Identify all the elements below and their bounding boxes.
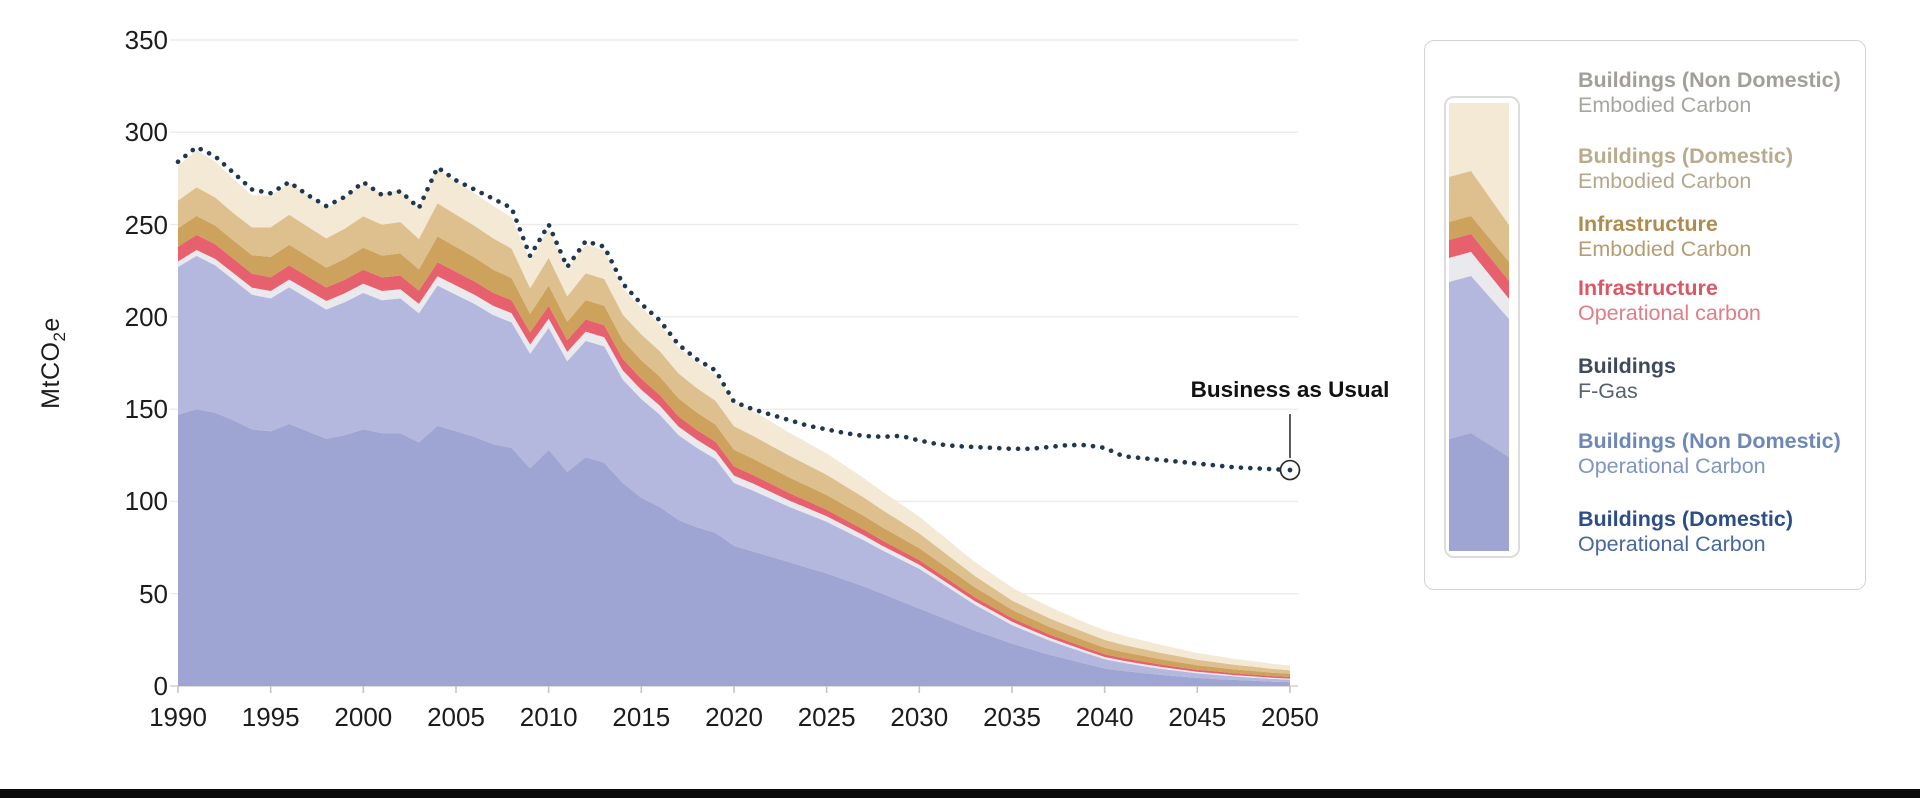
legend-entry-title: Buildings (Non Domestic) bbox=[1578, 429, 1841, 453]
legend-swatch-band-dom_emb bbox=[1449, 171, 1509, 262]
y-tick-label-300: 300 bbox=[124, 117, 168, 148]
y-axis-title-subscript: 2 bbox=[50, 331, 69, 342]
bau-annotation-label: Business as Usual bbox=[1190, 377, 1390, 402]
x-tick-label-1995: 1995 bbox=[241, 702, 300, 732]
y-tick-label-200: 200 bbox=[124, 301, 168, 332]
legend-entry-title: Infrastructure bbox=[1578, 276, 1718, 300]
legend-entry-infra_op: Infrastructure Operational carbon bbox=[1578, 276, 1878, 326]
x-tick-label-2050: 2050 bbox=[1261, 702, 1319, 732]
legend-entry-fgas: Buildings F-Gas bbox=[1578, 354, 1878, 404]
legend-entry-infra_emb: Infrastructure Embodied Carbon bbox=[1578, 212, 1878, 262]
area-nondom_emb bbox=[178, 150, 1290, 671]
y-tick-label-0: 0 bbox=[153, 671, 168, 701]
area-infra_op bbox=[178, 234, 1290, 679]
area-infra_emb bbox=[178, 215, 1290, 677]
x-tick-label-2040: 2040 bbox=[1075, 702, 1134, 732]
legend-entry-dom_emb: Buildings (Domestic) Embodied Carbon bbox=[1578, 144, 1878, 194]
legend-entry-title: Buildings bbox=[1578, 354, 1676, 378]
legend-swatch-graphic bbox=[1449, 103, 1509, 551]
x-tick-label-2025: 2025 bbox=[797, 702, 856, 732]
legend-swatch-band-infra_emb bbox=[1449, 216, 1509, 281]
legend-entry-sublabel: Embodied Carbon bbox=[1578, 237, 1752, 261]
x-tick-label-2045: 2045 bbox=[1168, 702, 1227, 732]
y-tick-label-350: 350 bbox=[124, 25, 168, 55]
legend-entry-nondom_emb: Buildings (Non Domestic) Embodied Carbon bbox=[1578, 68, 1878, 118]
y-axis-title-suffix: e bbox=[37, 317, 65, 332]
legend-swatch-band-nondom_op bbox=[1449, 276, 1509, 457]
area-nondom_op bbox=[178, 255, 1290, 683]
y-axis-title-prefix: MtCO bbox=[37, 341, 65, 409]
legend-entry-title: Infrastructure bbox=[1578, 212, 1718, 236]
legend-entry-sublabel: Operational Carbon bbox=[1578, 532, 1766, 556]
bau-endpoint-dot bbox=[1287, 467, 1293, 473]
y-tick-label-50: 50 bbox=[139, 578, 168, 609]
y-tick-label-250: 250 bbox=[124, 209, 168, 240]
y-tick-label-150: 150 bbox=[124, 394, 168, 425]
legend-swatch bbox=[1444, 96, 1520, 558]
legend-entry-title: Buildings (Non Domestic) bbox=[1578, 68, 1841, 92]
x-tick-label-2020: 2020 bbox=[705, 702, 763, 732]
x-tick-label-2015: 2015 bbox=[612, 702, 671, 732]
legend-entry-dom_op: Buildings (Domestic) Operational Carbon bbox=[1578, 507, 1878, 557]
x-tick-label-2035: 2035 bbox=[983, 702, 1041, 732]
y-tick-label-100: 100 bbox=[124, 486, 168, 517]
x-tick-label-2000: 2000 bbox=[334, 702, 393, 732]
area-dom_emb bbox=[178, 187, 1290, 674]
x-tick-label-2005: 2005 bbox=[427, 702, 485, 732]
legend-swatch-band-fgas bbox=[1449, 252, 1509, 319]
bottom-bar bbox=[0, 789, 1920, 798]
legend-entry-sublabel: Operational carbon bbox=[1578, 301, 1761, 325]
legend-swatch-band-nondom_emb bbox=[1449, 103, 1509, 225]
legend-entry-title: Buildings (Domestic) bbox=[1578, 507, 1794, 531]
y-axis-title: MtCO2e bbox=[37, 283, 69, 443]
legend-entry-nondom_op: Buildings (Non Domestic) Operational Carb… bbox=[1578, 429, 1878, 479]
legend-entry-sublabel: Embodied Carbon bbox=[1578, 169, 1752, 193]
x-tick-label-1990: 1990 bbox=[149, 702, 207, 732]
legend-swatch-band-dom_op bbox=[1449, 433, 1509, 551]
legend-entry-sublabel: F-Gas bbox=[1578, 379, 1638, 403]
legend-entry-title: Buildings (Domestic) bbox=[1578, 144, 1794, 168]
legend-entry-sublabel: Embodied Carbon bbox=[1578, 93, 1752, 117]
x-tick-label-2030: 2030 bbox=[890, 702, 949, 732]
legend-swatch-band-infra_op bbox=[1449, 234, 1509, 299]
area-dom_op bbox=[178, 409, 1290, 686]
legend-entry-sublabel: Operational Carbon bbox=[1578, 454, 1766, 478]
x-tick-label-2010: 2010 bbox=[519, 702, 578, 732]
bau-dotted-line bbox=[175, 144, 1293, 473]
